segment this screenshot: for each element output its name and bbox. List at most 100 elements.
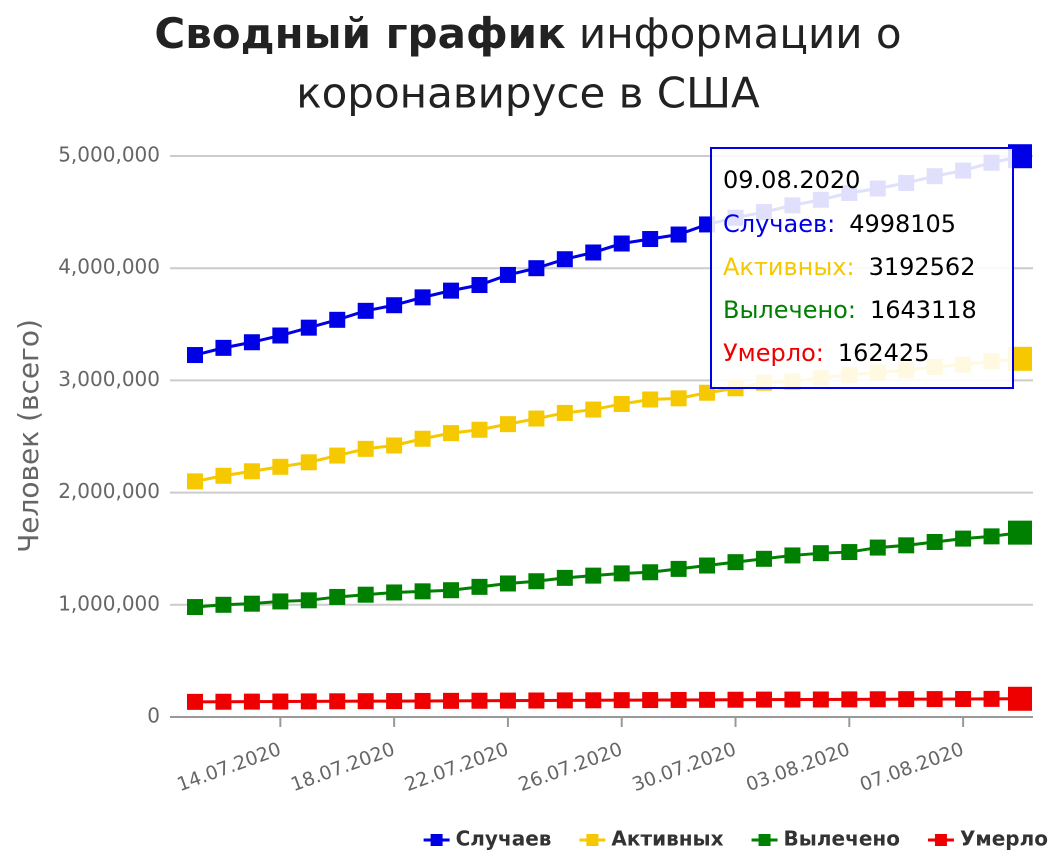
point — [443, 582, 460, 599]
point — [642, 391, 659, 408]
series-line — [194, 531, 1021, 609]
legend-marker — [430, 834, 443, 846]
point — [243, 334, 260, 351]
point — [898, 537, 915, 554]
point — [556, 569, 573, 586]
point — [528, 573, 545, 590]
point — [414, 289, 431, 306]
point — [898, 691, 915, 708]
tooltip-value: 1643118 — [870, 296, 977, 324]
x-tick-label: 22.07.2020 — [402, 738, 512, 796]
point — [187, 473, 203, 490]
point — [642, 692, 659, 709]
point — [329, 447, 346, 464]
point — [243, 693, 260, 710]
y-tick-label: 2,000,000 — [58, 479, 160, 503]
point — [926, 533, 943, 550]
legend-item: Умерло — [927, 827, 1048, 851]
y-tick-label: 4,000,000 — [58, 255, 160, 279]
tooltip-value: 3192562 — [869, 253, 976, 281]
y-tick-label: 3,000,000 — [58, 367, 160, 391]
point — [443, 692, 460, 709]
point — [926, 691, 943, 708]
point — [386, 437, 403, 454]
point — [499, 692, 516, 709]
y-axis-label: Человек (всего) — [12, 319, 45, 553]
point — [300, 693, 317, 710]
tooltip-label: Умерло: — [723, 339, 824, 367]
point — [300, 319, 317, 336]
point — [243, 595, 260, 612]
point — [471, 578, 488, 595]
point — [670, 691, 687, 708]
point — [613, 395, 630, 412]
point — [670, 390, 687, 407]
title-bold: Сводный график — [154, 9, 565, 58]
point — [300, 592, 317, 609]
point — [784, 547, 801, 564]
point — [869, 691, 886, 708]
point — [357, 586, 374, 603]
point — [414, 692, 431, 709]
legend-marker — [586, 834, 599, 846]
point — [329, 588, 346, 605]
point — [585, 567, 602, 584]
point — [812, 691, 829, 708]
point — [556, 404, 573, 421]
point — [443, 425, 460, 442]
point — [613, 565, 630, 582]
x-tick-label: 14.07.2020 — [174, 738, 284, 796]
legend-label: Вылечено — [784, 827, 900, 851]
point — [613, 692, 630, 709]
y-tick-label: 5,000,000 — [58, 143, 160, 167]
x-tick-label: 03.08.2020 — [743, 738, 853, 796]
point — [386, 693, 403, 710]
point — [556, 692, 573, 709]
point — [414, 430, 431, 447]
legend-marker — [758, 834, 771, 846]
point — [215, 339, 232, 356]
point — [613, 235, 630, 252]
point — [727, 554, 744, 571]
point — [699, 557, 716, 574]
point — [471, 692, 488, 709]
chart-title-line2: коронавирусе в США — [296, 69, 760, 118]
tooltip: 09.08.2020 Случаев: 4998105 Активных: 319256… — [710, 147, 1014, 389]
point — [300, 454, 317, 471]
point — [585, 244, 602, 261]
point — [272, 458, 289, 475]
point — [243, 463, 260, 480]
point — [955, 530, 972, 547]
x-tick-label: 07.08.2020 — [857, 738, 967, 796]
point — [784, 691, 801, 708]
point — [528, 410, 545, 427]
x-tick-label: 26.07.2020 — [516, 738, 626, 796]
point — [499, 575, 516, 592]
point — [983, 690, 1000, 707]
title-rest: информации о — [566, 9, 902, 58]
point — [187, 599, 203, 616]
tooltip-label: Активных: — [723, 253, 855, 281]
x-tick-label: 18.07.2020 — [288, 738, 398, 796]
point — [699, 691, 716, 708]
y-tick-label: 0 — [147, 704, 160, 728]
point — [841, 691, 858, 708]
point — [386, 297, 403, 314]
tooltip-box — [710, 147, 1014, 389]
point — [499, 266, 516, 283]
point — [386, 584, 403, 601]
x-tick-label: 30.07.2020 — [629, 738, 739, 796]
point — [1008, 686, 1032, 711]
tooltip-value: 162425 — [838, 339, 930, 367]
point — [642, 564, 659, 581]
point — [585, 692, 602, 709]
point — [670, 560, 687, 577]
point — [357, 302, 374, 319]
point — [755, 550, 772, 567]
point — [471, 277, 488, 294]
point — [528, 260, 545, 277]
point — [812, 545, 829, 562]
point — [471, 421, 488, 438]
legend-item: Активных — [579, 827, 724, 851]
point — [1008, 520, 1032, 545]
